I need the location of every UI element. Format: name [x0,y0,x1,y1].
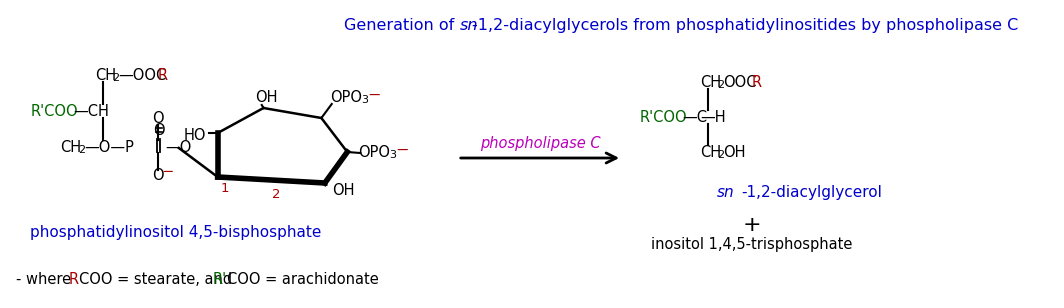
Text: 3: 3 [389,150,397,160]
Text: R'COO: R'COO [30,104,78,119]
Text: —O—P: —O—P [84,140,134,155]
Text: −: − [367,88,381,103]
Text: 2: 2 [78,145,85,155]
Text: -1,2-diacylglycerol: -1,2-diacylglycerol [742,185,882,200]
Text: −: − [396,143,409,158]
Text: O: O [152,111,164,126]
Text: —C: —C [682,110,708,125]
Text: 2: 2 [717,80,725,90]
Text: —H: —H [700,110,726,125]
Text: 3: 3 [361,95,368,105]
Text: COO = arachidonate: COO = arachidonate [228,272,379,287]
Text: R: R [159,68,168,83]
Text: OH: OH [333,183,355,198]
Text: OPO: OPO [359,145,390,160]
Text: OOC: OOC [724,75,757,90]
Text: inositol 1,4,5-trisphosphate: inositol 1,4,5-trisphosphate [651,237,852,252]
Text: OH: OH [724,145,746,160]
Text: 1: 1 [220,182,229,195]
Text: phosphatidylinositol 4,5-bisphosphate: phosphatidylinositol 4,5-bisphosphate [30,225,321,240]
Text: R'COO: R'COO [639,110,687,125]
Text: O: O [153,123,165,138]
Text: -1,2-diacylglycerols from phosphatidylinositides by phospholipase C: -1,2-diacylglycerols from phosphatidylin… [471,18,1018,33]
Text: CH: CH [95,68,116,83]
Text: CH: CH [61,140,82,155]
Text: - where: - where [16,272,76,287]
Text: phospholipase C: phospholipase C [480,136,600,151]
Text: —O: —O [165,140,192,155]
Text: OPO: OPO [330,90,362,105]
Text: HO: HO [183,128,205,143]
Text: 2: 2 [717,150,725,160]
Text: OH: OH [255,90,278,105]
Text: CH: CH [700,75,721,90]
Text: R: R [751,75,762,90]
Text: COO = stearate, and: COO = stearate, and [79,272,236,287]
Text: +: + [743,215,761,235]
Text: 2: 2 [113,73,119,83]
Text: sn: sn [717,185,734,200]
Text: sn: sn [460,18,478,33]
Text: Generation of: Generation of [345,18,460,33]
Text: —CH: —CH [73,104,110,119]
Text: −: − [162,164,173,179]
Text: —OOC: —OOC [118,68,167,83]
Text: 2: 2 [272,188,281,201]
Text: R': R' [213,272,227,287]
Text: O: O [152,168,164,183]
Text: R: R [69,272,79,287]
Text: CH: CH [700,145,721,160]
